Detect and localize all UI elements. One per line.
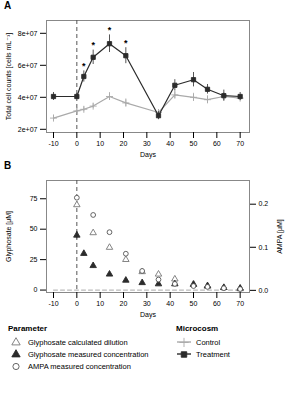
svg-text:-10: -10 [48, 300, 58, 307]
svg-text:75: 75 [30, 195, 38, 202]
svg-text:60: 60 [213, 140, 221, 147]
svg-text:70: 70 [236, 140, 244, 147]
svg-text:*: * [91, 40, 95, 50]
svg-text:70: 70 [236, 300, 244, 307]
svg-text:0.2: 0.2 [259, 200, 269, 207]
svg-text:6e+07: 6e+07 [18, 62, 38, 69]
svg-text:0: 0 [75, 300, 79, 307]
svg-text:8e+07: 8e+07 [18, 30, 38, 37]
svg-text:4e+07: 4e+07 [18, 94, 38, 101]
svg-text:*: * [108, 25, 112, 35]
svg-text:40: 40 [166, 300, 174, 307]
html-text:Glyphosate measured concentrat: Glyphosate measured concentration [28, 349, 149, 359]
html-text:Microcosm: Microcosm [176, 324, 219, 333]
html-text:Treatment: Treatment [196, 349, 230, 359]
svg-text:0: 0 [75, 140, 79, 147]
html-text:AMPA measured concentration: AMPA measured concentration [28, 361, 131, 371]
svg-text:AMPA [μM]: AMPA [μM] [276, 219, 284, 254]
svg-text:-10: -10 [48, 140, 58, 147]
svg-text:Days: Days [140, 151, 156, 159]
svg-text:0: 0 [34, 286, 38, 293]
svg-text:*: * [82, 61, 86, 71]
html-text:Glyphosate calculated dilution: Glyphosate calculated dilution [28, 337, 128, 347]
svg-text:Glyphosate [μM]: Glyphosate [μM] [5, 211, 13, 262]
svg-text:60: 60 [213, 300, 221, 307]
svg-text:10: 10 [96, 300, 104, 307]
svg-text:30: 30 [143, 140, 151, 147]
html-text:B: B [4, 160, 12, 171]
svg-text:0.0: 0.0 [259, 287, 269, 294]
html-text:Control: Control [196, 337, 221, 347]
svg-text:2e+07: 2e+07 [18, 126, 38, 133]
html-text:A: A [4, 0, 12, 11]
svg-text:20: 20 [120, 300, 128, 307]
svg-text:10: 10 [96, 140, 104, 147]
svg-text:Total cell counts [cells mL⁻¹]: Total cell counts [cells mL⁻¹] [5, 33, 13, 120]
svg-text:50: 50 [190, 140, 198, 147]
svg-text:25: 25 [30, 256, 38, 263]
svg-text:30: 30 [143, 300, 151, 307]
svg-text:Days: Days [140, 311, 156, 319]
svg-text:*: * [124, 38, 128, 48]
svg-text:40: 40 [166, 140, 174, 147]
html-text:Parameter: Parameter [8, 324, 48, 333]
svg-text:50: 50 [30, 225, 38, 232]
svg-text:20: 20 [120, 140, 128, 147]
svg-text:50: 50 [190, 300, 198, 307]
svg-text:0.1: 0.1 [259, 244, 269, 251]
